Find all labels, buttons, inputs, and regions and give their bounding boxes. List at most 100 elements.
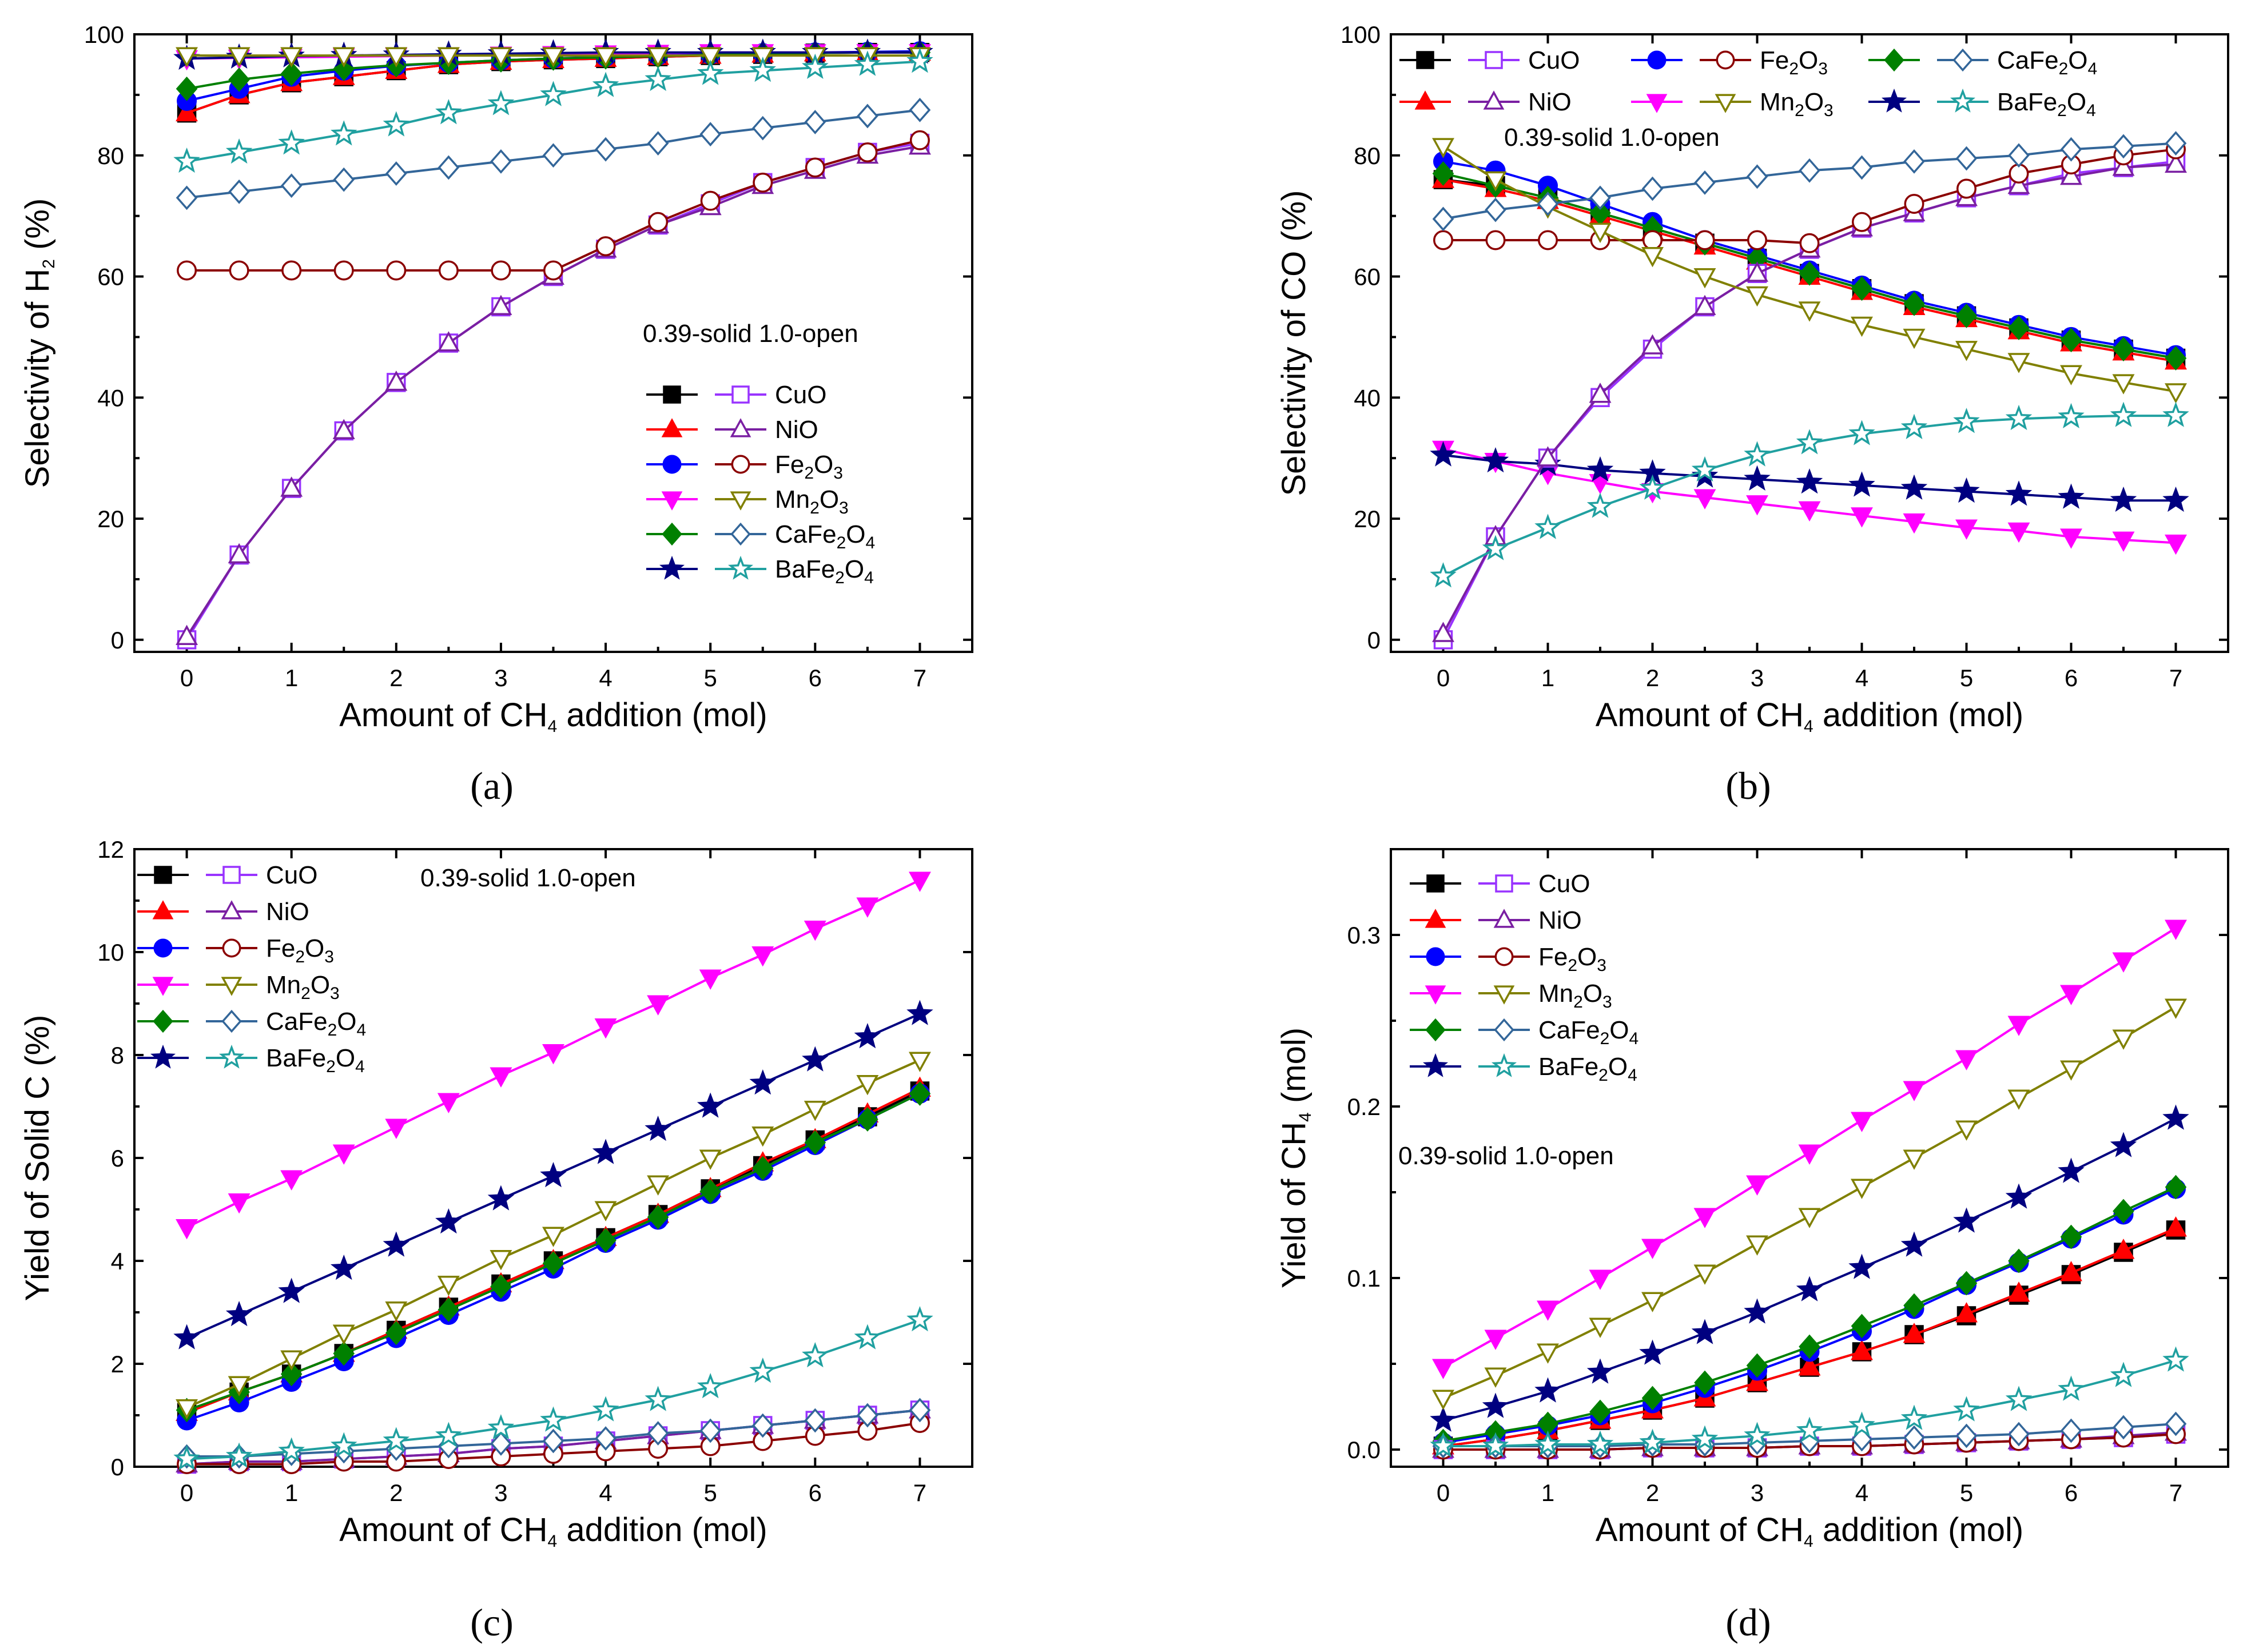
data-point-open-CaFe2O4 bbox=[857, 104, 878, 129]
data-point-open-Mn2O3 bbox=[1693, 268, 1716, 289]
data-point-solid-BaFe2O4 bbox=[330, 1255, 357, 1280]
data-point-open-CaFe2O4 bbox=[595, 1426, 617, 1451]
data-point-solid-Mn2O3 bbox=[1641, 1239, 1664, 1259]
data-point-open-Mn2O3 bbox=[856, 1075, 879, 1096]
data-point-solid-BaFe2O4 bbox=[1639, 1339, 1666, 1365]
data-point-open-BaFe2O4 bbox=[592, 71, 619, 97]
data-point-solid-Mn2O3 bbox=[908, 871, 931, 892]
data-point-solid-Mn2O3 bbox=[1537, 1300, 1559, 1321]
data-point-solid-BaFe2O4 bbox=[383, 1231, 410, 1257]
data-point-open-NiO bbox=[1693, 294, 1716, 315]
x-tick-label: 2 bbox=[389, 664, 403, 691]
x-tick-label: 4 bbox=[599, 1479, 612, 1506]
data-point-open-Mn2O3 bbox=[2060, 1060, 2082, 1081]
data-point-solid-BaFe2O4 bbox=[2058, 483, 2085, 509]
data-point-solid-CaFe2O4 bbox=[2113, 337, 2134, 361]
legend-marker-open-NiO bbox=[1483, 90, 1505, 110]
legend-label: BaFe2​O4​ bbox=[1538, 1053, 1637, 1085]
data-point-open-BaFe2O4 bbox=[1900, 1404, 1928, 1430]
data-point-solid-Mn2O3 bbox=[2112, 531, 2135, 552]
legend-label: Mn2​O3​ bbox=[266, 971, 340, 1003]
data-point-open-Fe2O3 bbox=[1485, 230, 1506, 250]
data-point-open-Fe2O3 bbox=[595, 236, 616, 257]
data-point-solid-Mn2O3 bbox=[385, 1118, 408, 1139]
data-point-open-CaFe2O4 bbox=[490, 1431, 512, 1456]
legend-marker-open-Mn2O3 bbox=[730, 491, 751, 511]
data-point-open-Fe2O3 bbox=[1747, 230, 1767, 250]
data-point-open-BaFe2O4 bbox=[1534, 1430, 1561, 1456]
data-point-solid-BaFe2O4 bbox=[435, 1208, 462, 1234]
data-point-open-BaFe2O4 bbox=[1796, 429, 1823, 455]
x-tick-label: 5 bbox=[1960, 664, 1973, 691]
data-point-open-Mn2O3 bbox=[1537, 1343, 1559, 1364]
data-point-open-BaFe2O4 bbox=[2005, 1386, 2033, 1411]
legend-label: NiO bbox=[266, 898, 309, 926]
data-point-solid-Mn2O3 bbox=[856, 897, 879, 918]
data-point-solid-CaFe2O4 bbox=[1955, 1271, 1978, 1296]
data-point-open-CaFe2O4 bbox=[2060, 137, 2082, 162]
legend-marker-solid-NiO bbox=[1414, 90, 1436, 110]
legend-label: BaFe2​O4​ bbox=[266, 1044, 365, 1076]
data-point-open-CaFe2O4 bbox=[490, 149, 512, 174]
legend-label: CuO bbox=[1528, 46, 1580, 74]
data-point-solid-Mn2O3 bbox=[1851, 507, 1873, 528]
x-tick-label: 5 bbox=[704, 1479, 717, 1506]
data-point-solid-Mn2O3 bbox=[594, 1018, 617, 1039]
data-point-solid-BaFe2O4 bbox=[540, 1162, 567, 1188]
data-point-open-Mn2O3 bbox=[1955, 341, 1978, 361]
data-point-open-CaFe2O4 bbox=[647, 131, 669, 156]
data-point-open-BaFe2O4 bbox=[278, 129, 305, 155]
data-point-open-BaFe2O4 bbox=[1848, 1411, 1875, 1437]
legend: CuO NiO Fe2​O3​ Mn2​O3​ CaFe2​O4​ BaFe2​O4​ bbox=[1410, 870, 1638, 1085]
data-point-solid-NiO bbox=[176, 101, 198, 122]
data-point-solid-BaFe2O4 bbox=[1744, 1298, 1771, 1324]
legend-marker-open-BaFe2O4 bbox=[727, 555, 754, 580]
data-point-open-BaFe2O4 bbox=[1639, 1428, 1666, 1454]
y-tick-label: 0 bbox=[111, 1454, 124, 1480]
x-tick-label: 7 bbox=[913, 1479, 926, 1506]
data-point-solid-CaFe2O4 bbox=[1799, 261, 1820, 286]
data-point-solid-Mn2O3 bbox=[542, 1044, 564, 1065]
legend-label: NiO bbox=[1528, 88, 1572, 116]
y-tick-label: 0.0 bbox=[1347, 1436, 1381, 1463]
legend-marker-solid-Mn2O3 bbox=[1646, 94, 1668, 113]
data-point-solid-CaFe2O4 bbox=[804, 1130, 826, 1155]
data-point-open-BaFe2O4 bbox=[906, 47, 933, 73]
data-point-solid-BaFe2O4 bbox=[225, 1301, 253, 1327]
data-point-open-Fe2O3 bbox=[438, 260, 459, 281]
data-point-solid-Mn2O3 bbox=[1432, 1359, 1454, 1379]
data-point-solid-CaFe2O4 bbox=[595, 1228, 617, 1253]
y-tick-label: 8 bbox=[111, 1042, 124, 1069]
legend-label: CuO bbox=[266, 861, 317, 889]
data-point-solid-Mn2O3 bbox=[804, 921, 826, 941]
legend-marker-open-CuO bbox=[731, 385, 750, 404]
legend-marker-solid-Fe2O3 bbox=[153, 938, 173, 958]
data-point-solid-Mn2O3 bbox=[280, 1170, 303, 1191]
data-point-solid-Mn2O3 bbox=[647, 995, 670, 1016]
data-point-solid-CaFe2O4 bbox=[1851, 276, 1873, 301]
x-tick-label: 6 bbox=[809, 1479, 822, 1506]
legend-label: Fe2​O3​ bbox=[1538, 943, 1606, 975]
y-tick-label: 0.1 bbox=[1347, 1265, 1381, 1292]
x-tick-label: 7 bbox=[2169, 664, 2182, 691]
y-tick-label: 6 bbox=[111, 1145, 124, 1172]
data-point-open-BaFe2O4 bbox=[225, 1442, 253, 1468]
data-point-open-CaFe2O4 bbox=[228, 179, 250, 204]
x-tick-label: 5 bbox=[1960, 1479, 1973, 1506]
legend-label: BaFe2​O4​ bbox=[775, 555, 874, 587]
y-tick-label: 100 bbox=[1341, 21, 1381, 48]
data-point-open-Fe2O3 bbox=[543, 260, 563, 281]
legend-marker-solid-BaFe2O4 bbox=[150, 1044, 176, 1069]
x-tick-label: 4 bbox=[1855, 664, 1868, 691]
legend-marker-solid-Mn2O3 bbox=[1425, 985, 1446, 1005]
data-point-open-Mn2O3 bbox=[2060, 365, 2082, 385]
x-tick-label: 4 bbox=[599, 664, 612, 691]
data-point-solid-BaFe2O4 bbox=[906, 1000, 933, 1025]
data-point-open-CaFe2O4 bbox=[2113, 1415, 2134, 1440]
data-point-solid-Mn2O3 bbox=[1798, 1144, 1821, 1165]
data-point-solid-CaFe2O4 bbox=[2165, 346, 2187, 371]
legend-marker-solid-CaFe2O4 bbox=[153, 1009, 173, 1033]
data-point-solid-CaFe2O4 bbox=[647, 1205, 669, 1229]
data-point-open-Mn2O3 bbox=[1746, 286, 1768, 307]
